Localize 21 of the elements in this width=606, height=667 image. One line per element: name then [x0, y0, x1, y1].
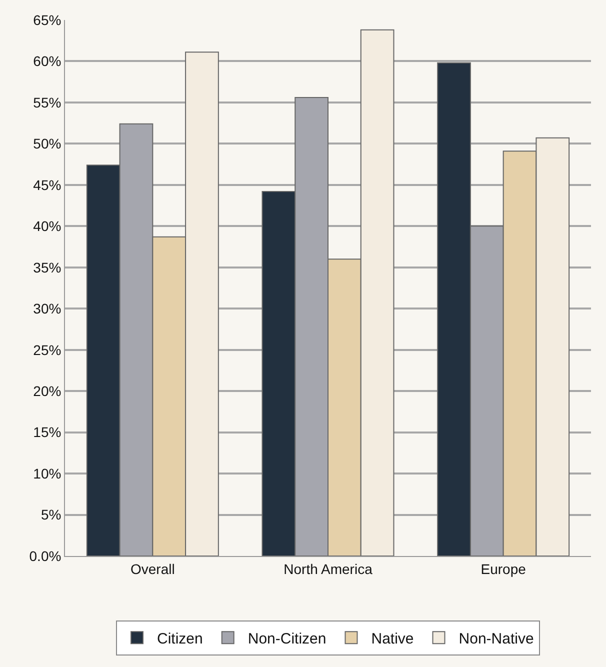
y-tick-label: 15%: [33, 424, 62, 440]
x-tick-label: Europe: [480, 560, 526, 577]
legend-label: Native: [371, 630, 414, 648]
y-tick-label: 65%: [33, 12, 62, 28]
legend-label: Citizen: [157, 630, 203, 648]
y-tick-label: 30%: [33, 300, 62, 317]
x-tick-label: Overall: [130, 560, 175, 577]
y-tick-label: 35%: [33, 259, 62, 276]
legend-label: Non-Citizen: [248, 630, 326, 648]
y-tick-label: 45%: [33, 176, 62, 193]
y-tick-label: 25%: [33, 342, 62, 358]
y-tick-label: 0.0%: [29, 548, 62, 564]
y-tick-label: 10%: [33, 465, 62, 482]
y-tick-label: 55%: [33, 94, 62, 110]
y-tick-label: 20%: [33, 382, 62, 399]
y-tick-label: 5%: [40, 506, 62, 523]
x-tick-label: North America: [284, 560, 373, 577]
y-tick-label: 60%: [33, 53, 62, 70]
y-tick-label: 40%: [33, 218, 62, 234]
legend-label: Non-Native: [458, 630, 534, 648]
y-tick-label: 50%: [33, 136, 62, 152]
